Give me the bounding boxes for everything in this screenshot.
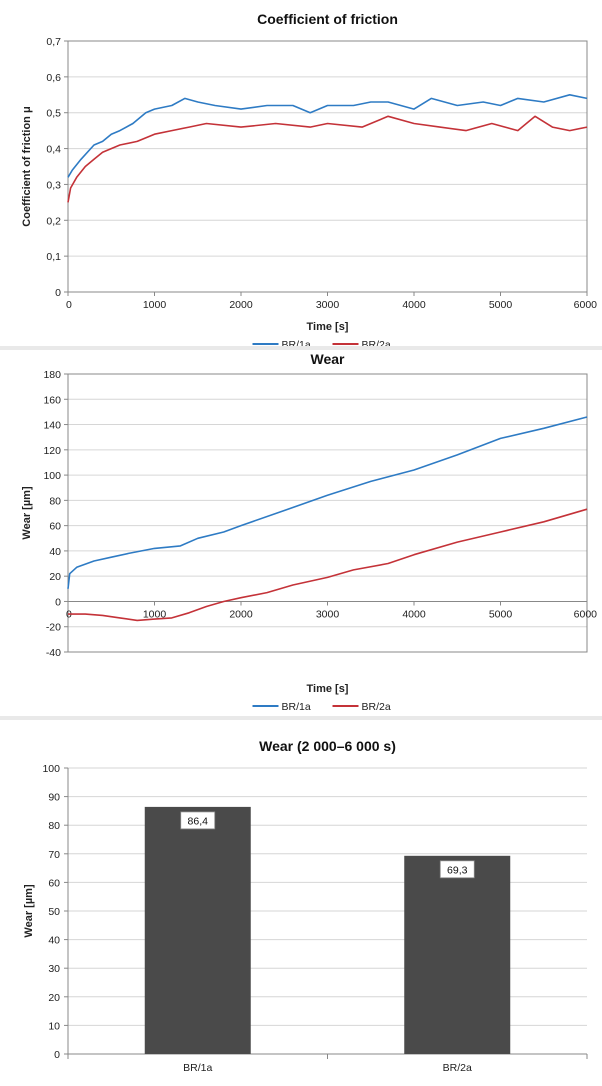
- y-tick-label: 30: [48, 963, 60, 975]
- y-tick-label: 10: [48, 1020, 60, 1032]
- y-tick-label: 160: [43, 394, 61, 406]
- y-tick-label: 120: [43, 445, 61, 457]
- y-tick-label: 0: [54, 1049, 60, 1061]
- x-tick-label: 2000: [229, 608, 253, 620]
- y-tick-label: 90: [48, 792, 60, 804]
- data-label-box-1: [180, 811, 216, 830]
- series-line-1: [67, 94, 588, 178]
- x-tick-label: 1000: [143, 608, 167, 620]
- y-tick-label: 80: [49, 495, 61, 507]
- y-axis-label: Wear [µm]: [23, 884, 35, 938]
- chart-2: Wear (2 000–6 000 s) 0 10 20 30 40 50 60 70 80 90 1…: [23, 738, 588, 1074]
- y-tick-label: 0,5: [46, 108, 61, 120]
- series-line-2: [68, 508, 588, 622]
- y-axis-label: Wear [µm]: [21, 486, 33, 540]
- data-label-2: 69,3: [447, 864, 468, 876]
- y-tick-label: 0,1: [46, 251, 61, 263]
- x-tick-label: 6000: [574, 299, 598, 311]
- chart-0: Coefficient of friction 0 0,1 0,2 0,3 0,4 0,5 0…: [21, 11, 597, 351]
- y-tick-label: 40: [49, 546, 61, 558]
- y-tick-label: 70: [48, 849, 60, 861]
- y-axis-label: Coefficient of friction μ: [21, 106, 33, 226]
- y-tick-label: 60: [49, 521, 61, 533]
- x-tick-label: 5000: [489, 608, 513, 620]
- x-tick-label: 3000: [316, 299, 340, 311]
- x-tick-label: 1000: [143, 299, 167, 311]
- y-tick-label: 0,7: [46, 36, 61, 48]
- series-line-2: [67, 115, 588, 203]
- y-tick-label: 50: [48, 906, 60, 918]
- x-tick-label: 4000: [402, 299, 426, 311]
- chart-title: Wear: [311, 351, 346, 367]
- chart-title: Coefficient of friction: [257, 11, 398, 27]
- panel-divider: [0, 346, 602, 350]
- y-tick-label: 100: [42, 763, 60, 775]
- bar-1: [144, 806, 251, 1054]
- x-tick-label: 2000: [229, 299, 253, 311]
- y-tick-label: 20: [49, 571, 61, 583]
- legend-label-1: BR/1a: [282, 701, 311, 713]
- y-tick-label: 0,4: [46, 144, 61, 156]
- y-tick-label: 60: [48, 877, 60, 889]
- x-tick-label: 5000: [489, 299, 513, 311]
- y-tick-label: 180: [43, 369, 61, 381]
- panel-divider: [0, 716, 602, 720]
- chart-title: Wear (2 000–6 000 s): [259, 738, 396, 754]
- bar-2: [404, 855, 511, 1054]
- legend-label-2: BR/2a: [362, 701, 391, 713]
- y-tick-label: 0,3: [46, 179, 61, 191]
- y-tick-label: 140: [43, 420, 61, 432]
- y-tick-label: 0: [55, 596, 61, 608]
- y-tick-label: -20: [46, 622, 61, 634]
- x-tick-label: 4000: [402, 608, 426, 620]
- x-axis-label: Time [s]: [307, 683, 349, 695]
- x-axis-label: Time [s]: [307, 321, 349, 333]
- y-tick-label: 0,6: [46, 72, 61, 84]
- y-tick-label: 20: [48, 992, 60, 1004]
- x-tick-label: BR/2a: [443, 1062, 472, 1074]
- y-tick-label: 40: [48, 935, 60, 947]
- y-tick-label: 100: [43, 470, 61, 482]
- data-label-1: 86,4: [188, 815, 209, 827]
- x-tick-label: 6000: [574, 608, 598, 620]
- x-tick-label: 0: [66, 299, 72, 311]
- plot-frame: [67, 373, 588, 653]
- y-tick-label: 80: [48, 820, 60, 832]
- x-tick-label: 3000: [316, 608, 340, 620]
- y-tick-label: 0,2: [46, 215, 61, 227]
- series-line-1: [67, 416, 588, 589]
- y-tick-label: 0: [55, 287, 61, 299]
- x-tick-label: BR/1a: [183, 1062, 212, 1074]
- data-label-box-2: [439, 860, 475, 879]
- plot-frame: [67, 40, 588, 293]
- y-tick-label: -40: [46, 647, 61, 659]
